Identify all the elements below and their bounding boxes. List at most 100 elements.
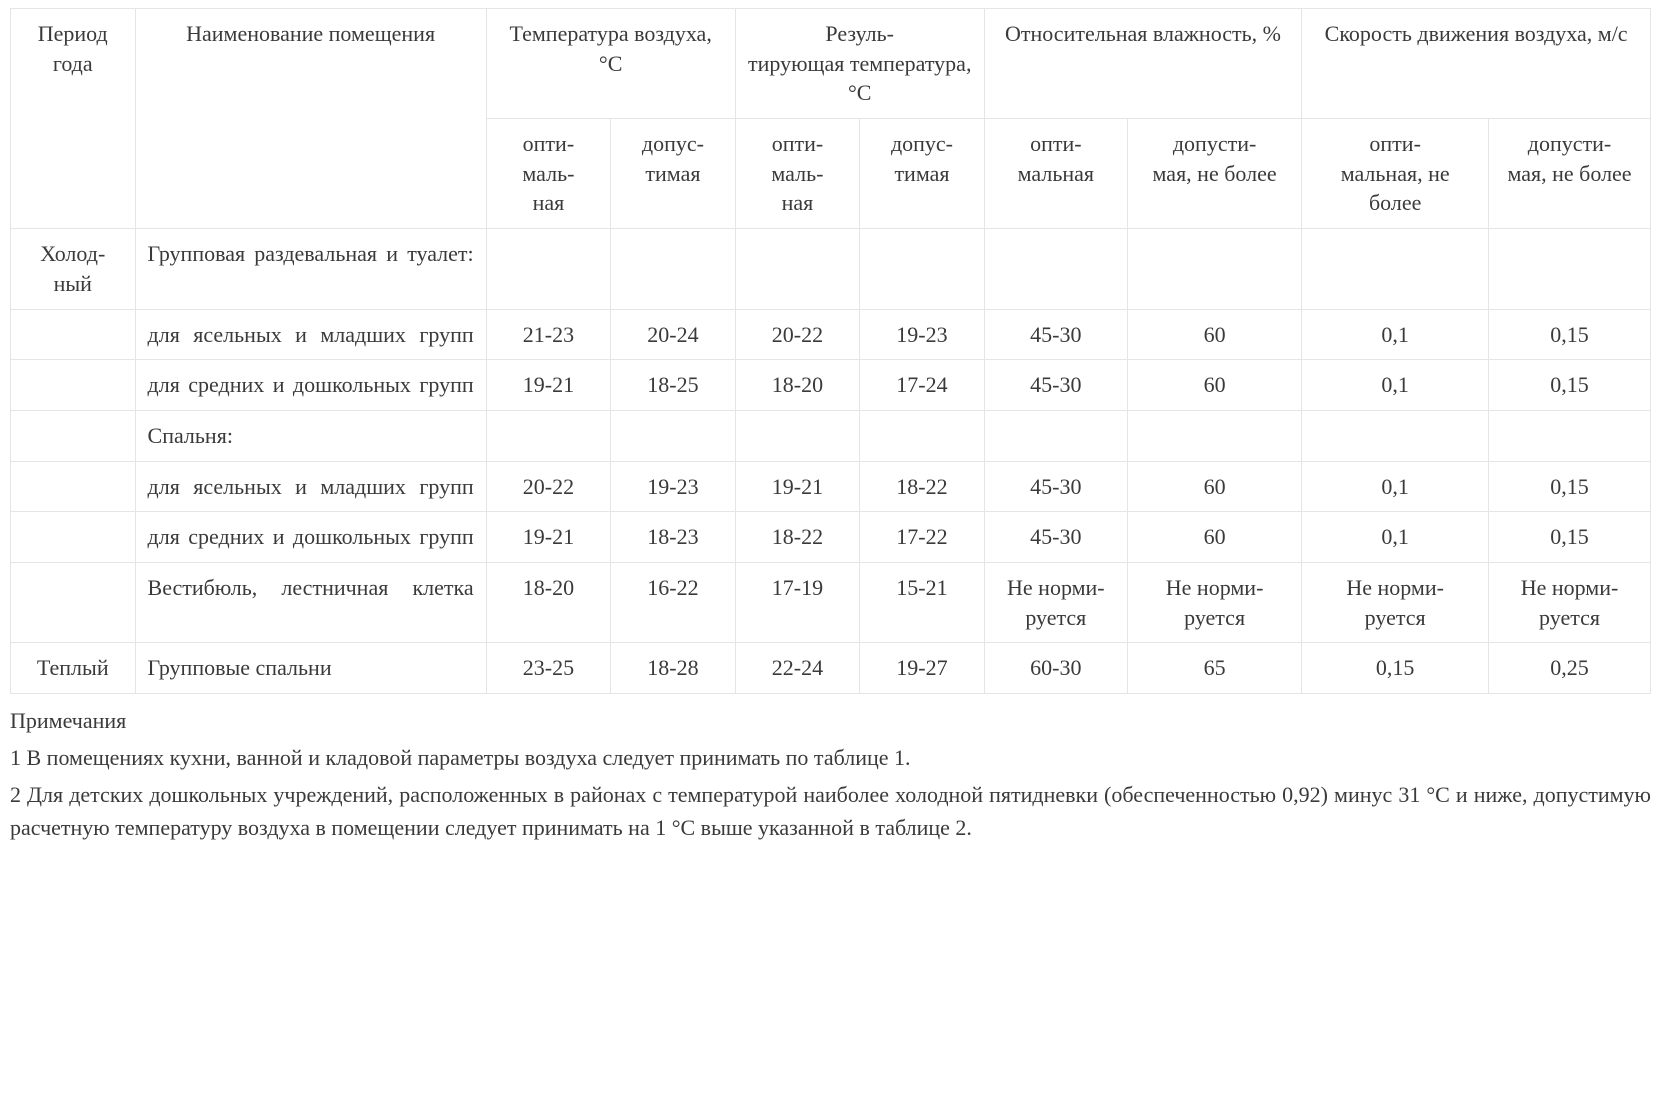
cell-room: Спальня: (135, 410, 486, 461)
cell-value (486, 410, 611, 461)
cell-value: 19-21 (486, 512, 611, 563)
cell-value (1127, 410, 1301, 461)
table-row: Холод-ныйГрупповая раздевальная и туалет… (11, 229, 1651, 309)
cell-value (1127, 229, 1301, 309)
cell-room: для средних и дошкольных групп (135, 360, 486, 411)
subheader-humidity-allow: допусти-мая, не более (1127, 119, 1301, 229)
cell-value: 60 (1127, 512, 1301, 563)
cell-value: 19-23 (611, 461, 736, 512)
cell-value: Не норми-руется (1302, 562, 1489, 642)
cell-value (984, 229, 1127, 309)
cell-room: Групповая раздевальная и туалет: (135, 229, 486, 309)
table-row: для средних и дошкольных групп19-2118-23… (11, 512, 1651, 563)
subheader-humidity-opt: опти-мальная (984, 119, 1127, 229)
header-temp-result: Резуль-тирующая температура, °С (735, 9, 984, 119)
table-row: для ясельных и младших групп20-2219-2319… (11, 461, 1651, 512)
cell-value (735, 410, 860, 461)
cell-value: 0,1 (1302, 309, 1489, 360)
cell-room: для ясельных и младших групп (135, 309, 486, 360)
cell-value: 45-30 (984, 461, 1127, 512)
notes-section: Примечания 1 В помещениях кухни, ванной … (10, 704, 1651, 844)
cell-value: 18-28 (611, 643, 736, 694)
subheader-temp-result-opt: опти-маль-ная (735, 119, 860, 229)
cell-room: для средних и дошкольных групп (135, 512, 486, 563)
cell-value: 20-24 (611, 309, 736, 360)
cell-value: 0,25 (1489, 643, 1651, 694)
cell-room: Вестибюль, лестничная клетка (135, 562, 486, 642)
cell-value: Не норми-руется (984, 562, 1127, 642)
cell-period (11, 512, 136, 563)
cell-value: 21-23 (486, 309, 611, 360)
note-2: 2 Для детских дошкольных учреждений, рас… (10, 778, 1651, 844)
cell-value: 17-24 (860, 360, 985, 411)
cell-value (860, 410, 985, 461)
cell-value: 23-25 (486, 643, 611, 694)
cell-value: 19-21 (486, 360, 611, 411)
microclimate-table: Период года Наименование помещения Темпе… (10, 8, 1651, 694)
cell-period (11, 309, 136, 360)
cell-value: 0,15 (1489, 309, 1651, 360)
cell-period (11, 360, 136, 411)
cell-value: 60 (1127, 309, 1301, 360)
cell-value: Не норми-руется (1489, 562, 1651, 642)
cell-value: 19-23 (860, 309, 985, 360)
cell-value: 0,15 (1489, 512, 1651, 563)
cell-value: 60 (1127, 360, 1301, 411)
cell-value: 17-22 (860, 512, 985, 563)
cell-value: 60-30 (984, 643, 1127, 694)
cell-value: 0,1 (1302, 461, 1489, 512)
subheader-temp-air-allow: допус-тимая (611, 119, 736, 229)
cell-value: 0,1 (1302, 512, 1489, 563)
cell-value (1302, 410, 1489, 461)
cell-value: 18-23 (611, 512, 736, 563)
cell-value: 0,15 (1489, 461, 1651, 512)
cell-room: для ясельных и младших групп (135, 461, 486, 512)
table-header: Период года Наименование помещения Темпе… (11, 9, 1651, 229)
cell-value: 65 (1127, 643, 1301, 694)
cell-value: 18-25 (611, 360, 736, 411)
cell-value: 0,15 (1302, 643, 1489, 694)
table-body: Холод-ныйГрупповая раздевальная и туалет… (11, 229, 1651, 694)
cell-value (1489, 229, 1651, 309)
cell-value (486, 229, 611, 309)
cell-value: 45-30 (984, 309, 1127, 360)
cell-value: 18-22 (860, 461, 985, 512)
notes-title: Примечания (10, 704, 1651, 737)
subheader-temp-air-opt: опти-маль-ная (486, 119, 611, 229)
cell-period (11, 562, 136, 642)
subheader-speed-allow: допусти-мая, не более (1489, 119, 1651, 229)
table-row: ТеплыйГрупповые спальни23-2518-2822-2419… (11, 643, 1651, 694)
cell-period: Холод-ный (11, 229, 136, 309)
cell-value (611, 229, 736, 309)
cell-value: 20-22 (735, 309, 860, 360)
cell-value: 18-22 (735, 512, 860, 563)
table-row: Вестибюль, лестничная клетка18-2016-2217… (11, 562, 1651, 642)
note-1: 1 В помещениях кухни, ванной и кладовой … (10, 741, 1651, 774)
cell-value: 22-24 (735, 643, 860, 694)
header-period: Период года (11, 9, 136, 229)
cell-value (1302, 229, 1489, 309)
cell-period: Теплый (11, 643, 136, 694)
header-air-speed: Скорость движения воздуха, м/с (1302, 9, 1651, 119)
subheader-speed-opt: опти-мальная, не более (1302, 119, 1489, 229)
table-row: для средних и дошкольных групп19-2118-25… (11, 360, 1651, 411)
cell-value: 18-20 (486, 562, 611, 642)
cell-value: Не норми-руется (1127, 562, 1301, 642)
cell-value: 19-21 (735, 461, 860, 512)
cell-value: 45-30 (984, 360, 1127, 411)
cell-value: 60 (1127, 461, 1301, 512)
cell-room: Групповые спальни (135, 643, 486, 694)
cell-value (984, 410, 1127, 461)
table-row: для ясельных и младших групп21-2320-2420… (11, 309, 1651, 360)
header-room: Наименование помещения (135, 9, 486, 229)
cell-value: 19-27 (860, 643, 985, 694)
cell-value: 0,1 (1302, 360, 1489, 411)
cell-value: 20-22 (486, 461, 611, 512)
cell-value: 15-21 (860, 562, 985, 642)
cell-value: 16-22 (611, 562, 736, 642)
cell-period (11, 410, 136, 461)
cell-value: 45-30 (984, 512, 1127, 563)
cell-value (735, 229, 860, 309)
cell-value: 17-19 (735, 562, 860, 642)
subheader-temp-result-allow: допус-тимая (860, 119, 985, 229)
